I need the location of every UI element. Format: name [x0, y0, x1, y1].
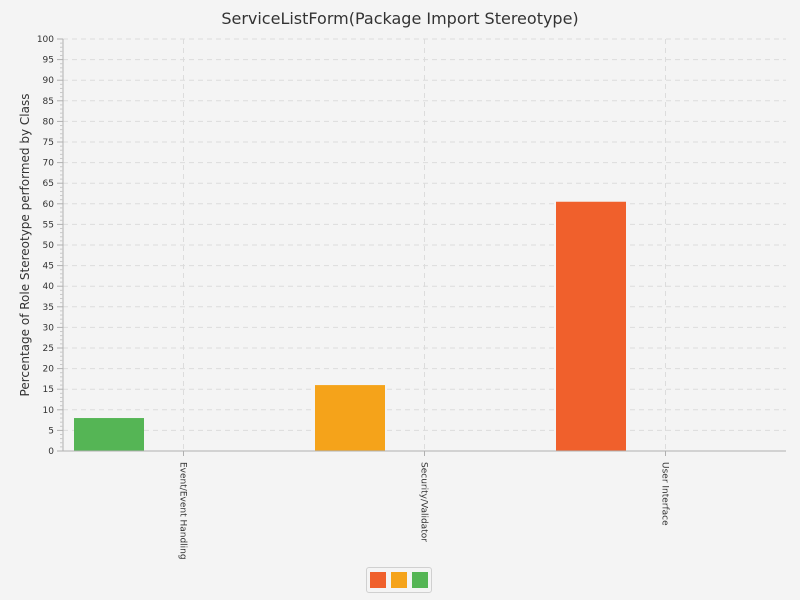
y-tick-label: 55 — [43, 220, 54, 230]
y-tick-label: 25 — [43, 344, 54, 354]
bar-security-validator — [315, 385, 385, 451]
axes — [57, 38, 786, 456]
y-tick-label: 45 — [43, 262, 54, 272]
y-tick-label: 15 — [43, 385, 54, 395]
y-tick-label: 10 — [43, 406, 55, 416]
legend-swatch — [412, 572, 428, 588]
y-tick-label: 65 — [43, 179, 54, 189]
legend-swatch — [370, 572, 386, 588]
y-tick-label: 50 — [43, 241, 55, 251]
y-tick-label: 95 — [43, 56, 54, 66]
y-tick-label: 40 — [43, 282, 55, 292]
y-axis-title: Percentage of Role Stereotype performed … — [18, 94, 32, 397]
y-tick-label: 0 — [48, 447, 54, 457]
y-tick-label: 20 — [43, 365, 55, 375]
x-category-label: Security/Validator — [419, 462, 429, 542]
y-tick-label: 35 — [43, 303, 54, 313]
legend — [366, 567, 432, 593]
chart-title: ServiceListForm(Package Import Stereotyp… — [221, 9, 578, 28]
axis-labels: 0 5 10 15 20 25 30 35 40 45 50 55 60 65 70 75 80 85 90 95 10… — [37, 35, 670, 560]
y-tick-label: 60 — [43, 200, 55, 210]
y-tick-label: 90 — [43, 76, 55, 86]
legend-swatch — [391, 572, 407, 588]
y-tick-label: 100 — [37, 35, 54, 45]
y-tick-label: 30 — [43, 323, 55, 333]
bars — [74, 201, 626, 451]
y-tick-label: 70 — [43, 159, 55, 169]
bar-event-event-handling — [74, 418, 144, 451]
gridlines — [63, 38, 786, 451]
y-tick-label: 80 — [43, 117, 55, 127]
y-tick-label: 75 — [43, 138, 54, 148]
x-category-label: User Interface — [660, 462, 670, 526]
x-category-label: Event/Event Handling — [178, 462, 188, 560]
bar-user-interface — [556, 201, 626, 451]
y-tick-label: 5 — [48, 426, 54, 436]
y-tick-label: 85 — [43, 97, 54, 107]
